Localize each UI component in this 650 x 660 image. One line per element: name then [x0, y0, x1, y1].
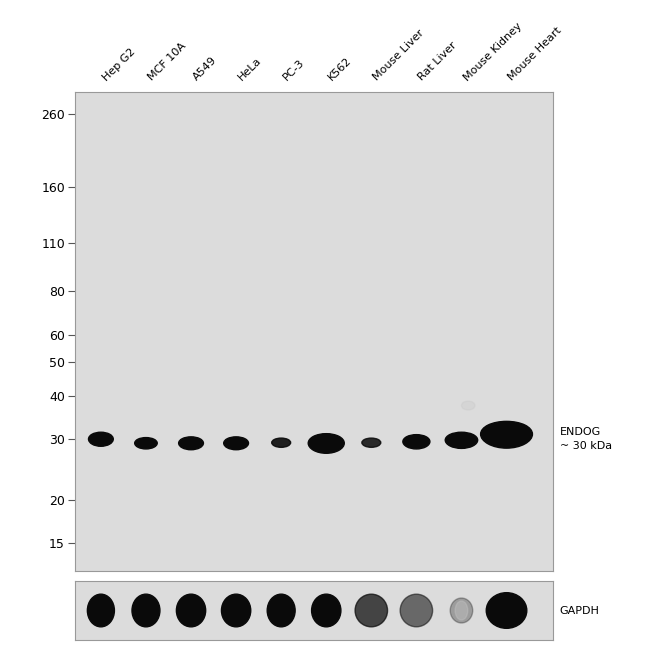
Ellipse shape [222, 594, 251, 627]
Ellipse shape [224, 437, 248, 449]
Ellipse shape [450, 598, 473, 623]
Ellipse shape [455, 601, 468, 620]
Ellipse shape [400, 594, 433, 627]
Ellipse shape [272, 438, 291, 447]
Ellipse shape [362, 438, 381, 447]
Ellipse shape [87, 594, 114, 627]
Text: Mouse Heart: Mouse Heart [506, 26, 564, 82]
Ellipse shape [135, 438, 157, 449]
Ellipse shape [403, 435, 430, 449]
Text: Mouse Kidney: Mouse Kidney [462, 20, 523, 82]
Text: PC-3: PC-3 [281, 57, 306, 82]
Ellipse shape [88, 432, 113, 446]
Ellipse shape [355, 594, 387, 627]
Text: Hep G2: Hep G2 [101, 46, 137, 82]
Ellipse shape [176, 594, 205, 627]
Text: K562: K562 [326, 55, 354, 82]
Ellipse shape [462, 401, 475, 410]
Ellipse shape [445, 432, 478, 448]
Text: Mouse Liver: Mouse Liver [371, 28, 426, 82]
Text: ENDOG
~ 30 kDa: ENDOG ~ 30 kDa [560, 428, 612, 451]
Text: Rat Liver: Rat Liver [417, 40, 459, 82]
Text: HeLa: HeLa [236, 55, 263, 82]
Ellipse shape [132, 594, 160, 627]
Ellipse shape [179, 437, 203, 449]
Text: A549: A549 [191, 55, 218, 82]
Text: MCF 10A: MCF 10A [146, 41, 188, 82]
Ellipse shape [308, 434, 344, 453]
Ellipse shape [480, 421, 532, 448]
Ellipse shape [486, 593, 526, 628]
Text: GAPDH: GAPDH [560, 605, 599, 616]
Ellipse shape [267, 594, 295, 627]
Ellipse shape [311, 594, 341, 627]
